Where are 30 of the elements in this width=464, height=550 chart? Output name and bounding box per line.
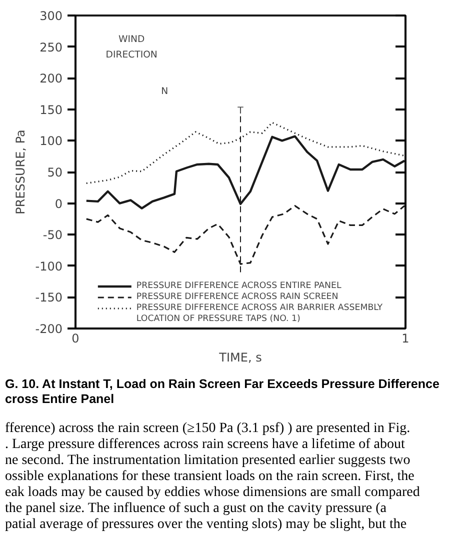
y-tick-label: 200 bbox=[40, 72, 62, 86]
text: cross Entire Panel bbox=[5, 392, 116, 407]
x-axis-title: TIME, s bbox=[218, 350, 262, 364]
text: . Large pressure differences across rain screens have a lifetime of about bbox=[5, 437, 406, 453]
text: the panel size. The influence of such a gust on the cavity pressure (a bbox=[5, 501, 388, 517]
y-tick-label: 50 bbox=[47, 166, 63, 180]
legend-label: PRESSURE DIFFERENCE ACROSS ENTIRE PANEL bbox=[136, 281, 342, 291]
y-tick-label: 150 bbox=[40, 102, 62, 117]
y-tick-label: 100 bbox=[40, 134, 62, 148]
annotation: LOCATION OF PRESSURE TAPS (NO. 1) bbox=[136, 314, 300, 324]
annotation: WIND DIRECTION bbox=[106, 34, 158, 60]
text: eak loads may be caused by eddies whose dimensions are small compared bbox=[5, 485, 421, 501]
text: patial average of pressures over the venting slots) may be slight, but the bbox=[5, 517, 408, 533]
y-tick-label: -50 bbox=[42, 228, 63, 242]
legend-label: PRESSURE DIFFERENCE ACROSS RAIN SCREEN bbox=[136, 292, 338, 302]
y-tick-label: -150 bbox=[35, 290, 62, 305]
y-tick-label: -100 bbox=[35, 259, 62, 274]
legend-label: PRESSURE DIFFERENCE ACROSS AIR BARRIER ASSEMBLY bbox=[136, 303, 383, 313]
text: G. 10. At Instant T, Load on Rain Screen Far Exceeds Pressure Difference bbox=[5, 377, 440, 392]
text: fference) across the rain screen (≥150 Pa (3.1 psf) ) are presented in Fig. bbox=[5, 421, 412, 437]
y-tick-label: 0 bbox=[54, 196, 63, 211]
x-tick-label: 1 bbox=[402, 332, 410, 346]
ref-line-label: T bbox=[236, 105, 244, 116]
annotation: N bbox=[161, 86, 168, 97]
y-tick-label: 300 bbox=[40, 9, 62, 23]
text: ne second. The instrumentation limitation presented earlier suggests two bbox=[5, 453, 412, 469]
y-tick-label: -200 bbox=[35, 322, 62, 336]
y-axis-title: PRESSURE, Pa bbox=[13, 130, 28, 214]
text: ossible explanations for these transient loads on the rain screen. First, the bbox=[5, 469, 416, 485]
y-tick-label: 250 bbox=[40, 40, 62, 54]
